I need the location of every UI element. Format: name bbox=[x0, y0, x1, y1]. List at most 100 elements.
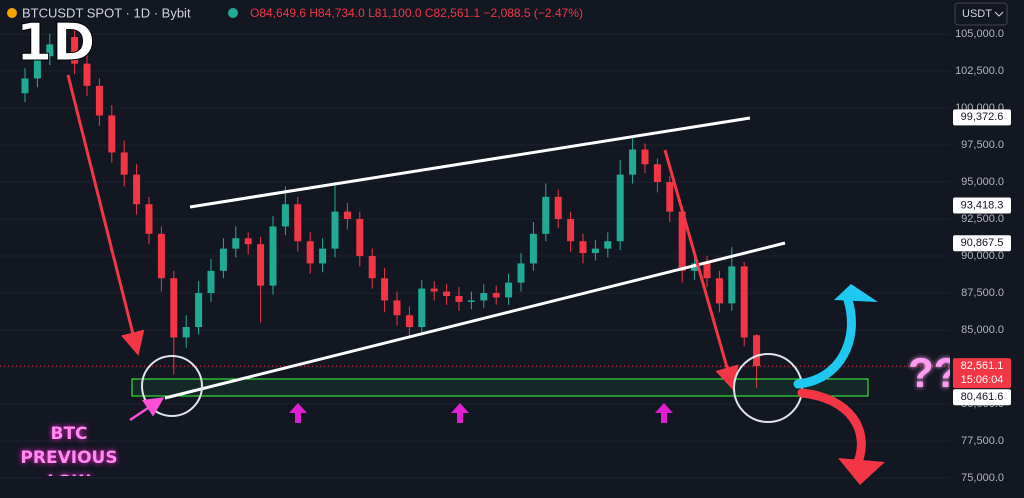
scenario-up-head bbox=[834, 284, 878, 302]
label-box: BTC PREVIOUS LOW bbox=[20, 424, 118, 476]
candle-body bbox=[133, 174, 141, 205]
candle-body bbox=[430, 288, 438, 292]
low: L81,100.0 bbox=[368, 6, 425, 20]
open: O84,649.6 bbox=[250, 6, 309, 20]
candle-body bbox=[405, 315, 413, 328]
candle-body bbox=[257, 244, 265, 286]
candle-body bbox=[715, 278, 723, 304]
candle-body bbox=[71, 36, 79, 64]
y-tick-label: 102,500.0 bbox=[955, 65, 1004, 77]
candle-body bbox=[294, 204, 302, 242]
candle-body bbox=[542, 196, 550, 234]
candle-body bbox=[666, 182, 674, 212]
candle-body bbox=[21, 78, 29, 94]
candle-body bbox=[319, 248, 327, 264]
support-zone bbox=[131, 378, 869, 397]
candle-body bbox=[517, 263, 525, 283]
candle-body bbox=[195, 293, 203, 328]
y-tick-label: 97,500.0 bbox=[961, 139, 1004, 151]
y-tick-label: 75,000.0 bbox=[961, 472, 1004, 484]
candle-body bbox=[368, 256, 376, 279]
circle-marker bbox=[141, 355, 203, 417]
y-tick-label: 77,500.0 bbox=[961, 435, 1004, 447]
candle-body bbox=[567, 219, 575, 242]
candle-body bbox=[579, 241, 587, 254]
y-tick-label: 85,000.0 bbox=[961, 324, 1004, 336]
candle-body bbox=[393, 300, 401, 316]
currency-button[interactable] bbox=[954, 2, 1008, 26]
candle-body bbox=[554, 196, 562, 220]
symbol-icon bbox=[7, 8, 17, 18]
scenario-down bbox=[797, 388, 866, 467]
current-price-label: 82,561.1 bbox=[961, 360, 1004, 372]
candle-body bbox=[604, 241, 612, 249]
candle-body bbox=[232, 238, 240, 249]
candle-body bbox=[467, 300, 475, 302]
candle-body bbox=[616, 174, 624, 242]
price-label: 90,867.5 bbox=[961, 237, 1004, 249]
candle-body bbox=[591, 248, 599, 254]
candle-body bbox=[108, 115, 116, 153]
price-label-box bbox=[953, 197, 1011, 214]
candle-body bbox=[207, 270, 215, 294]
scenario-down-head bbox=[838, 458, 885, 485]
channel-bottom bbox=[164, 241, 786, 400]
price-label-box bbox=[953, 389, 1011, 406]
candle-body bbox=[641, 149, 649, 165]
candle-body bbox=[269, 226, 277, 286]
candle-body bbox=[418, 288, 426, 328]
candle-body bbox=[83, 63, 91, 86]
candle-body bbox=[219, 248, 227, 271]
candle-body bbox=[529, 233, 537, 264]
candles bbox=[21, 25, 761, 388]
channel-top bbox=[189, 116, 751, 209]
candle-body bbox=[678, 211, 686, 271]
candle-body bbox=[157, 233, 165, 279]
y-tick-label: 87,500.0 bbox=[961, 287, 1004, 299]
arrow-down bbox=[663, 149, 739, 391]
currency[interactable]: USDT bbox=[962, 8, 992, 20]
candle-body bbox=[703, 263, 711, 279]
y-tick-label: 105,000.0 bbox=[955, 28, 1004, 40]
dropdown-caret[interactable] bbox=[994, 11, 1004, 17]
candle-body bbox=[653, 164, 661, 183]
price-label-box bbox=[953, 109, 1011, 126]
price-label: 99,372.6 bbox=[961, 111, 1004, 123]
arrow-down bbox=[66, 74, 145, 356]
candle-body bbox=[753, 335, 761, 367]
candle-body bbox=[505, 282, 513, 298]
close: C82,561.1 bbox=[425, 6, 484, 20]
y-tick-label: 95,000.0 bbox=[961, 176, 1004, 188]
countdown-label: 15:06:04 bbox=[961, 374, 1004, 386]
candle-body bbox=[740, 266, 748, 338]
change: −2,088.5 (−2.47%) bbox=[484, 6, 583, 20]
current-price-box bbox=[953, 358, 1011, 389]
ohlc-header: O84,649.6 H84,734.0 L81,100.0 C82,561.1 … bbox=[250, 6, 583, 20]
symbol: BTCUSDT SPOT · 1D · Bybit bbox=[22, 5, 191, 20]
y-tick-label: 92,500.0 bbox=[961, 213, 1004, 225]
candle-body bbox=[120, 152, 128, 175]
candle-body bbox=[331, 211, 339, 249]
candle-body bbox=[46, 44, 54, 57]
candle-body bbox=[170, 278, 178, 338]
candle-body bbox=[443, 291, 451, 296]
candle-body bbox=[629, 149, 637, 175]
timeframe-label: 1D bbox=[16, 13, 95, 73]
candle-body bbox=[244, 238, 252, 245]
candle-body bbox=[281, 204, 289, 227]
candle-body bbox=[492, 293, 500, 298]
scenario-up bbox=[793, 295, 856, 389]
up-markers bbox=[289, 403, 673, 423]
pointer-arrow bbox=[129, 397, 165, 422]
candle-body bbox=[455, 295, 463, 302]
candle-body bbox=[343, 211, 351, 220]
candle-body bbox=[145, 204, 153, 234]
candle-body bbox=[356, 219, 364, 257]
candle-body bbox=[182, 327, 190, 338]
candle-body bbox=[728, 266, 736, 304]
candle-body bbox=[480, 293, 488, 301]
price-axis: 75,000.077,500.080,000.082,500.085,000.0… bbox=[950, 28, 1024, 498]
previous-low-label: BTC PREVIOUS LOW bbox=[20, 424, 118, 476]
y-tick-label: 90,000.0 bbox=[961, 250, 1004, 262]
